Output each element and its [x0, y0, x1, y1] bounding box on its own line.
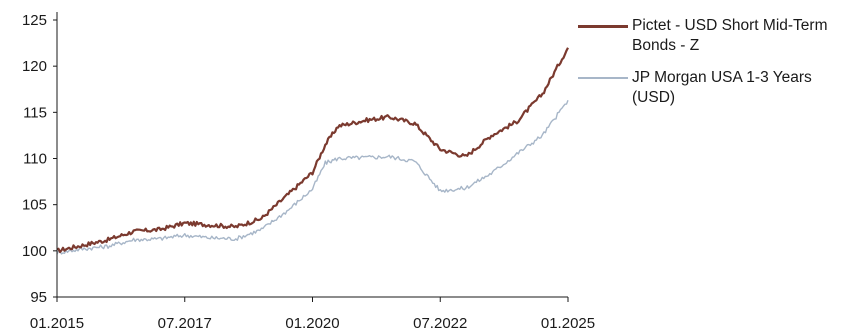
legend-swatch-pictet [578, 25, 628, 28]
x-tick-label-0: 01.2015 [30, 315, 84, 332]
x-tick-label-2: 01.2020 [285, 315, 339, 332]
legend-label-jpmorgan: JP Morgan USA 1-3 Years (USD) [632, 69, 812, 106]
y-tick-label-115: 115 [23, 104, 47, 121]
y-tick-label-100: 100 [22, 243, 47, 260]
y-tick-label-110: 110 [23, 151, 47, 168]
legend-swatch-jpmorgan [578, 77, 628, 79]
legend-item-pictet: Pictet - USD Short Mid-Term Bonds - Z [578, 16, 840, 56]
series-line-1 [56, 100, 569, 255]
x-tick-label-4: 01.2025 [541, 315, 595, 332]
legend-item-jpmorgan: JP Morgan USA 1-3 Years (USD) [578, 68, 840, 108]
legend-label-pictet: Pictet - USD Short Mid-Term Bonds - Z [632, 17, 828, 54]
x-tick-label-3: 07.2022 [413, 315, 467, 332]
x-tick-label-1: 07.2017 [158, 315, 212, 332]
y-tick-label-120: 120 [22, 58, 47, 75]
series-line-0 [56, 47, 569, 254]
y-tick-label-125: 125 [22, 12, 47, 29]
y-tick-label-95: 95 [30, 289, 47, 306]
legend: Pictet - USD Short Mid-Term Bonds - Z JP… [578, 16, 840, 120]
y-tick-label-105: 105 [22, 197, 47, 214]
